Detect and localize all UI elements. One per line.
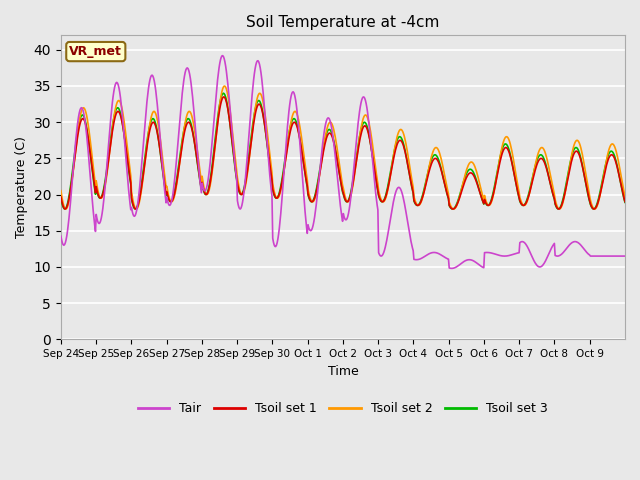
X-axis label: Time: Time [328, 365, 358, 378]
Text: VR_met: VR_met [69, 45, 122, 58]
Title: Soil Temperature at -4cm: Soil Temperature at -4cm [246, 15, 440, 30]
Y-axis label: Temperature (C): Temperature (C) [15, 136, 28, 238]
Legend: Tair, Tsoil set 1, Tsoil set 2, Tsoil set 3: Tair, Tsoil set 1, Tsoil set 2, Tsoil se… [133, 397, 553, 420]
